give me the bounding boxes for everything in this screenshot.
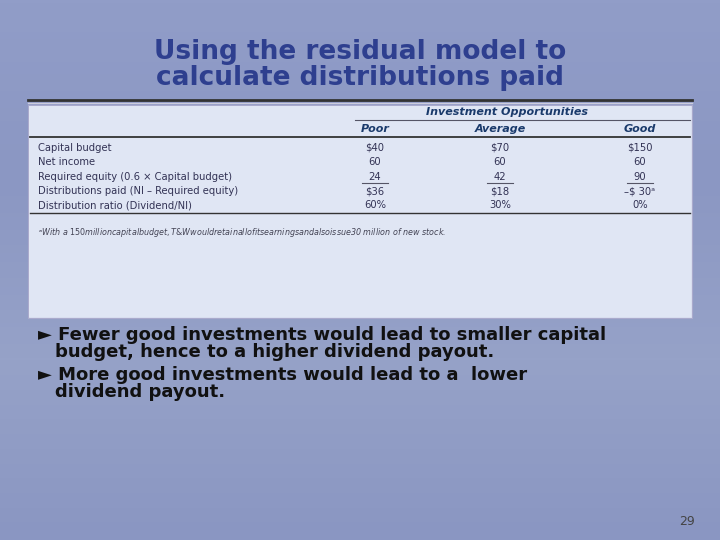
Text: $40: $40 (366, 143, 384, 153)
FancyBboxPatch shape (28, 105, 692, 318)
FancyBboxPatch shape (29, 106, 691, 317)
Text: Using the residual model to: Using the residual model to (154, 39, 566, 65)
Text: 60: 60 (634, 157, 647, 167)
Text: 30%: 30% (489, 200, 511, 210)
Text: –$ 30ᵃ: –$ 30ᵃ (624, 186, 656, 196)
Text: $70: $70 (490, 143, 510, 153)
Text: 0%: 0% (632, 200, 648, 210)
Text: 42: 42 (494, 172, 506, 182)
Text: 29: 29 (679, 515, 695, 528)
Text: Average: Average (474, 124, 526, 134)
Text: Capital budget: Capital budget (38, 143, 112, 153)
Text: 24: 24 (369, 172, 382, 182)
Text: Required equity (0.6 × Capital budget): Required equity (0.6 × Capital budget) (38, 172, 232, 182)
Text: 90: 90 (634, 172, 647, 182)
Text: Distribution ratio (Dividend/NI): Distribution ratio (Dividend/NI) (38, 200, 192, 210)
Text: 60%: 60% (364, 200, 386, 210)
Text: 60: 60 (369, 157, 382, 167)
Text: Poor: Poor (361, 124, 390, 134)
Text: ► Fewer good investments would lead to smaller capital: ► Fewer good investments would lead to s… (38, 326, 606, 344)
Text: ᵃWith a $150 million capital budget, T&W would retain all of its earnings and al: ᵃWith a $150 million capital budget, T&W… (38, 226, 446, 239)
Text: 60: 60 (494, 157, 506, 167)
Text: $36: $36 (366, 186, 384, 196)
Text: Distributions paid (NI – Required equity): Distributions paid (NI – Required equity… (38, 186, 238, 196)
Text: calculate distributions paid: calculate distributions paid (156, 65, 564, 91)
Text: budget, hence to a higher dividend payout.: budget, hence to a higher dividend payou… (55, 343, 494, 361)
Text: $150: $150 (627, 143, 653, 153)
Text: ► More good investments would lead to a  lower: ► More good investments would lead to a … (38, 366, 527, 384)
Text: Good: Good (624, 124, 656, 134)
Text: Investment Opportunities: Investment Opportunities (426, 107, 588, 117)
Text: $18: $18 (490, 186, 510, 196)
Text: Net income: Net income (38, 157, 95, 167)
Text: dividend payout.: dividend payout. (55, 383, 225, 401)
